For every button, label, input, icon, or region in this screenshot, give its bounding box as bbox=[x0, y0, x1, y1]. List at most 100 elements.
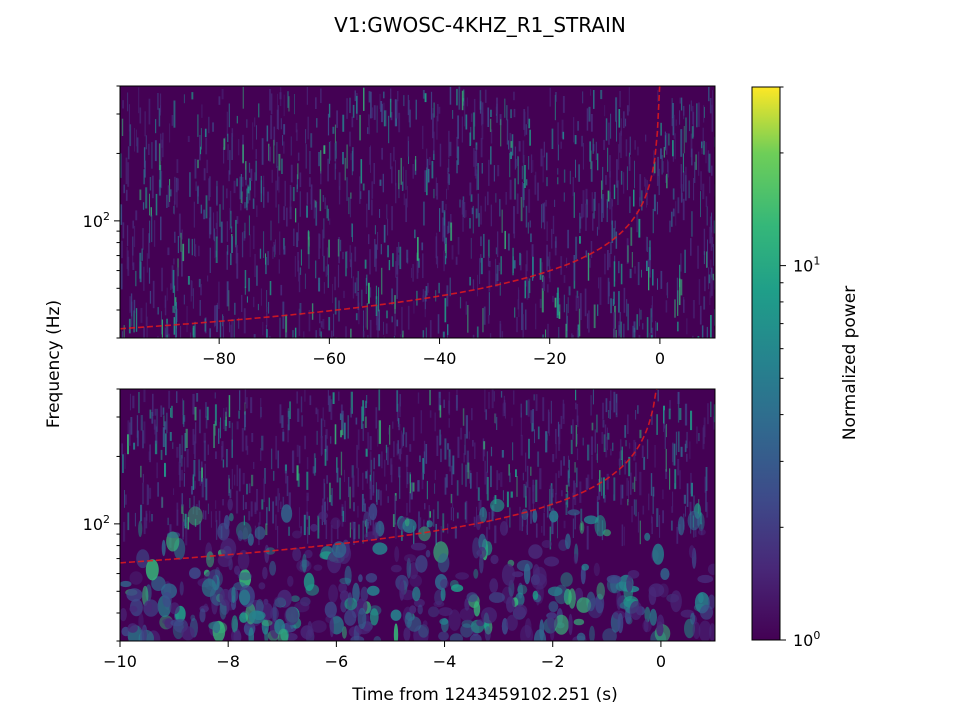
noise-streak bbox=[148, 451, 151, 460]
noise-streak bbox=[705, 489, 707, 512]
noise-streak bbox=[481, 100, 482, 126]
noise-streak bbox=[269, 336, 271, 338]
noise-streak bbox=[349, 486, 351, 509]
noise-streak bbox=[633, 499, 635, 515]
noise-streak bbox=[350, 391, 353, 414]
noise-streak bbox=[498, 262, 501, 271]
noise-streak bbox=[194, 238, 196, 256]
noise-streak bbox=[429, 320, 432, 338]
noise-streak bbox=[648, 254, 651, 278]
noise-streak bbox=[384, 110, 387, 127]
noise-streak bbox=[554, 94, 556, 121]
noise-streak bbox=[151, 175, 154, 199]
noise-streak bbox=[438, 398, 441, 405]
noise-streak bbox=[679, 470, 681, 490]
noise-streak bbox=[629, 196, 631, 214]
noise-streak bbox=[487, 107, 490, 127]
noise-streak bbox=[440, 448, 442, 463]
noise-streak bbox=[246, 119, 248, 128]
noise-streak bbox=[193, 434, 196, 455]
noise-streak bbox=[444, 298, 447, 323]
noise-streak bbox=[188, 238, 190, 254]
noise-streak bbox=[551, 228, 553, 249]
noise-streak bbox=[323, 419, 326, 427]
noise-blob bbox=[643, 618, 649, 633]
noise-streak bbox=[574, 135, 577, 145]
noise-streak bbox=[342, 251, 344, 260]
noise-streak bbox=[595, 141, 597, 160]
noise-streak bbox=[260, 288, 262, 306]
noise-streak bbox=[424, 309, 426, 318]
noise-streak bbox=[128, 422, 131, 446]
noise-streak bbox=[208, 178, 211, 201]
noise-streak bbox=[588, 106, 591, 122]
noise-streak bbox=[231, 422, 233, 447]
noise-streak bbox=[395, 261, 397, 278]
noise-streak bbox=[560, 141, 562, 149]
noise-streak bbox=[186, 449, 189, 468]
noise-streak bbox=[628, 156, 631, 171]
noise-streak bbox=[338, 172, 341, 190]
noise-streak bbox=[422, 253, 424, 279]
noise-streak bbox=[446, 188, 447, 200]
noise-streak bbox=[222, 459, 225, 468]
noise-streak bbox=[610, 448, 612, 456]
noise-streak bbox=[412, 264, 414, 282]
noise-streak bbox=[535, 394, 538, 411]
noise-streak bbox=[542, 276, 545, 291]
noise-streak bbox=[344, 157, 346, 181]
noise-blob bbox=[550, 507, 555, 524]
noise-blob bbox=[476, 619, 485, 627]
noise-streak bbox=[511, 134, 514, 156]
noise-blob bbox=[616, 590, 622, 611]
noise-blob bbox=[506, 596, 515, 613]
noise-streak bbox=[458, 86, 461, 110]
noise-streak bbox=[236, 216, 239, 224]
noise-streak bbox=[349, 197, 351, 218]
noise-blob bbox=[390, 609, 402, 621]
noise-streak bbox=[530, 410, 533, 424]
noise-streak bbox=[675, 119, 677, 126]
noise-streak bbox=[579, 236, 581, 244]
noise-streak bbox=[689, 441, 691, 459]
noise-streak bbox=[593, 198, 595, 219]
noise-streak bbox=[383, 91, 385, 99]
noise-streak bbox=[213, 212, 215, 240]
noise-streak bbox=[174, 285, 176, 314]
noise-streak bbox=[680, 129, 683, 157]
noise-streak bbox=[446, 285, 449, 307]
noise-streak bbox=[663, 423, 665, 432]
noise-streak bbox=[464, 202, 466, 219]
noise-blob bbox=[554, 614, 569, 635]
noise-streak bbox=[242, 86, 244, 109]
noise-blob bbox=[404, 554, 416, 563]
noise-streak bbox=[330, 399, 333, 420]
noise-streak bbox=[316, 118, 318, 128]
noise-streak bbox=[706, 326, 708, 338]
noise-streak bbox=[585, 477, 588, 490]
noise-streak bbox=[451, 465, 453, 485]
noise-streak bbox=[625, 440, 627, 447]
noise-streak bbox=[338, 300, 340, 322]
noise-streak bbox=[174, 231, 176, 243]
noise-streak bbox=[534, 175, 536, 195]
noise-streak bbox=[236, 253, 239, 279]
noise-blob bbox=[365, 573, 378, 583]
noise-streak bbox=[307, 231, 310, 255]
noise-streak bbox=[214, 392, 216, 399]
noise-streak bbox=[469, 218, 471, 229]
noise-blob bbox=[181, 626, 195, 641]
noise-streak bbox=[615, 402, 618, 413]
noise-streak bbox=[688, 180, 690, 199]
noise-streak bbox=[437, 104, 439, 122]
noise-streak bbox=[691, 148, 693, 166]
noise-streak bbox=[682, 171, 685, 192]
noise-streak bbox=[277, 488, 280, 513]
noise-streak bbox=[349, 245, 352, 262]
noise-streak bbox=[226, 251, 228, 270]
noise-streak bbox=[192, 288, 194, 309]
noise-streak bbox=[220, 221, 223, 243]
noise-streak bbox=[203, 432, 206, 443]
noise-streak bbox=[200, 284, 202, 296]
noise-streak bbox=[681, 97, 683, 111]
